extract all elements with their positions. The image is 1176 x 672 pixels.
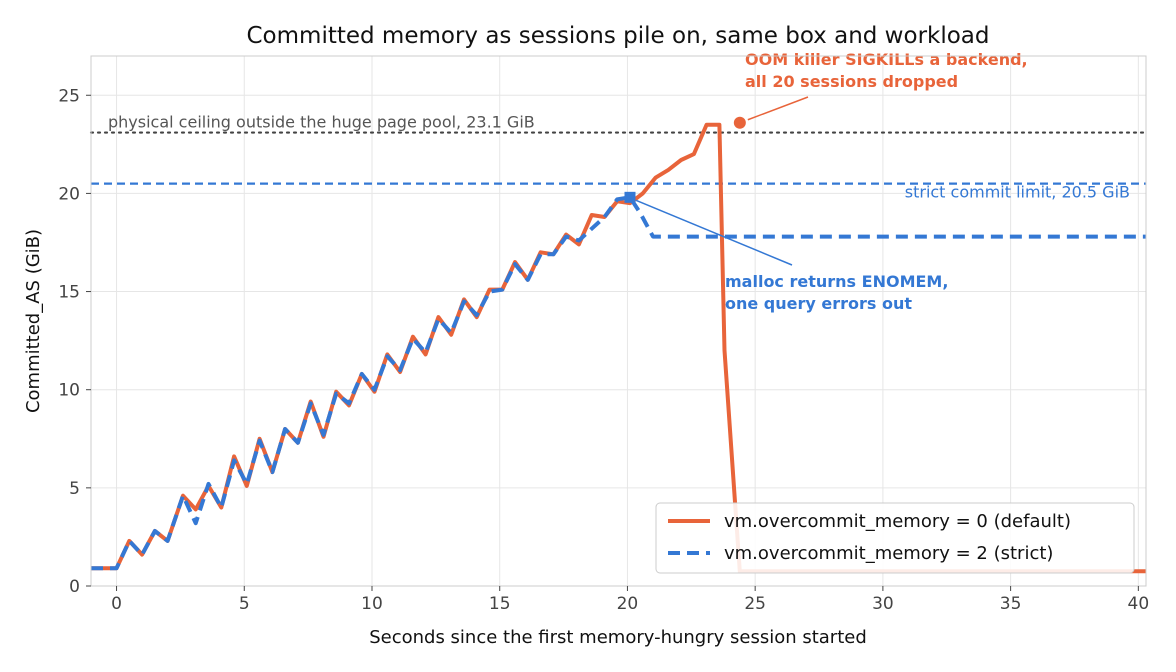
enomem-marker xyxy=(624,191,636,203)
y-tick-label: 25 xyxy=(58,86,80,106)
oom-annotation-line: OOM killer SIGKILLs a backend, xyxy=(745,50,1028,69)
x-tick-label: 5 xyxy=(239,594,250,614)
x-tick-label: 10 xyxy=(361,594,383,614)
legend-box xyxy=(655,502,1135,574)
chart-title: Committed memory as sessions pile on, sa… xyxy=(247,23,990,49)
plot-frame xyxy=(90,55,1147,587)
strict-limit-label: strict commit limit, 20.5 GiB xyxy=(905,183,1130,202)
x-tick-label: 35 xyxy=(1000,594,1022,614)
oom-annotation-line: all 20 sessions dropped xyxy=(745,72,958,91)
x-tick-label: 20 xyxy=(617,594,639,614)
legend: vm.overcommit_memory = 0 (default) vm.ove… xyxy=(655,502,1135,574)
ceiling-label: physical ceiling outside the huge page p… xyxy=(108,113,535,132)
x-tick-label: 15 xyxy=(489,594,511,614)
x-tick-label: 25 xyxy=(744,594,766,614)
x-tick-label: 30 xyxy=(872,594,894,614)
y-axis-label: Committed_AS (GiB) xyxy=(23,229,44,413)
x-axis-label: Seconds since the first memory-hungry se… xyxy=(369,627,867,648)
series-line-strict xyxy=(91,195,1146,571)
annotations: OOM killer SIGKILLs a backend, all 20 ses… xyxy=(624,50,1028,313)
series-layer xyxy=(91,122,1146,574)
x-tick-label: 0 xyxy=(111,594,122,614)
oom-connector xyxy=(747,96,809,121)
x-tick-label: 40 xyxy=(1128,594,1150,614)
axis-ticks: 0 5 10 15 20 25 30 35 40 0 5 10 15 20 25 xyxy=(58,86,1149,614)
enomem-connector xyxy=(635,199,793,266)
y-tick-label: 10 xyxy=(58,381,80,401)
oom-marker xyxy=(733,116,746,129)
enomem-annotation-line: malloc returns ENOMEM, xyxy=(725,272,948,291)
reference-lines: physical ceiling outside the huge page p… xyxy=(89,113,1148,202)
legend-label-strict: vm.overcommit_memory = 2 (strict) xyxy=(724,543,1053,564)
legend-label-default: vm.overcommit_memory = 0 (default) xyxy=(724,511,1071,532)
y-tick-label: 15 xyxy=(58,283,80,303)
y-tick-label: 5 xyxy=(69,479,80,499)
y-tick-label: 0 xyxy=(69,577,80,597)
enomem-annotation-line: one query errors out xyxy=(725,294,912,313)
y-tick-label: 20 xyxy=(58,184,80,204)
